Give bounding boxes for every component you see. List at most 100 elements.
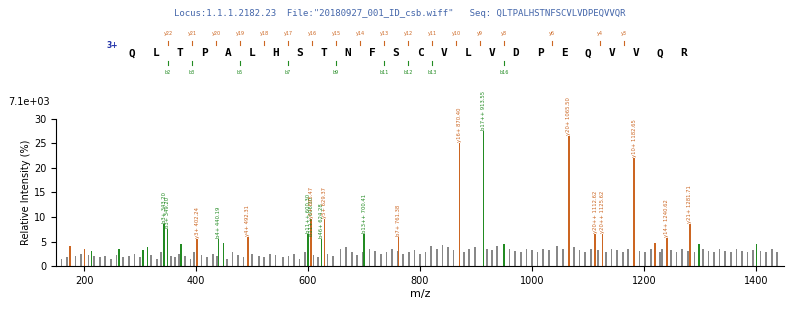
Bar <box>610 249 612 266</box>
Bar <box>218 239 219 266</box>
Text: C: C <box>417 48 423 58</box>
Bar <box>458 143 460 266</box>
Bar <box>486 249 488 266</box>
Bar <box>771 249 773 266</box>
Bar <box>463 252 465 266</box>
Bar <box>627 249 629 266</box>
Bar <box>453 250 454 266</box>
Bar <box>386 252 387 266</box>
Text: A: A <box>225 48 231 58</box>
Bar <box>702 249 704 266</box>
Bar <box>128 256 130 266</box>
Bar <box>718 249 721 266</box>
Text: y3: y3 <box>621 31 627 36</box>
Text: y5+ 629.37: y5+ 629.37 <box>322 187 327 218</box>
Text: L: L <box>249 48 255 58</box>
Text: R: R <box>681 48 687 58</box>
Bar <box>104 256 106 266</box>
Bar <box>689 224 690 266</box>
Bar <box>170 256 172 266</box>
Bar <box>150 255 152 266</box>
Bar <box>310 219 312 266</box>
Bar <box>146 247 148 266</box>
Bar <box>190 259 191 266</box>
Bar <box>293 254 295 266</box>
Text: Q: Q <box>129 48 135 58</box>
Bar <box>242 257 245 266</box>
Text: 7.1e+03: 7.1e+03 <box>9 97 50 107</box>
X-axis label: m/z: m/z <box>410 289 430 299</box>
Bar <box>222 243 224 266</box>
Bar <box>707 251 710 266</box>
Bar <box>99 257 101 266</box>
Bar <box>346 247 347 266</box>
Bar <box>74 256 77 266</box>
Bar <box>531 250 533 266</box>
Text: b11: b11 <box>379 70 389 75</box>
Text: F: F <box>369 48 375 58</box>
Bar <box>654 243 656 266</box>
Bar <box>760 251 762 266</box>
Bar <box>139 257 141 266</box>
Text: b13++ 700.41: b13++ 700.41 <box>362 194 366 233</box>
Bar <box>644 252 646 266</box>
Text: b11++ 606.30: b11++ 606.30 <box>309 197 314 236</box>
Text: b46+ 624.28: b46+ 624.28 <box>319 203 324 238</box>
Text: b3: b3 <box>189 70 195 75</box>
Bar <box>217 256 218 266</box>
Text: y20++ 1125.62: y20++ 1125.62 <box>600 191 605 233</box>
Bar <box>741 251 743 266</box>
Bar <box>298 259 301 266</box>
Bar <box>682 249 683 266</box>
Bar <box>363 234 365 266</box>
Text: L: L <box>153 48 159 58</box>
Text: 3+: 3+ <box>106 41 118 50</box>
Bar <box>590 249 592 266</box>
Bar <box>578 250 581 266</box>
Bar <box>694 252 695 266</box>
Text: y1+ 605.47: y1+ 605.47 <box>309 187 314 218</box>
Text: T: T <box>321 48 327 58</box>
Text: y19: y19 <box>235 31 245 36</box>
Text: y12: y12 <box>403 31 413 36</box>
Bar <box>573 247 575 266</box>
Text: D: D <box>513 48 519 58</box>
Text: b3+ 343.20: b3+ 343.20 <box>162 192 166 223</box>
Bar <box>307 234 309 266</box>
Bar <box>304 252 306 266</box>
Bar <box>430 246 432 266</box>
Bar <box>269 254 270 266</box>
Bar <box>251 254 253 266</box>
Bar <box>650 249 651 266</box>
Bar <box>474 247 476 266</box>
Bar <box>201 255 202 266</box>
Text: y14+ 1240.62: y14+ 1240.62 <box>664 199 670 237</box>
Bar <box>514 251 516 266</box>
Bar <box>568 136 570 266</box>
Text: b13: b13 <box>427 70 437 75</box>
Text: b16: b16 <box>499 70 509 75</box>
Text: y14: y14 <box>355 31 365 36</box>
Text: y6: y6 <box>549 31 555 36</box>
Bar <box>436 249 438 266</box>
Text: y8: y8 <box>501 31 507 36</box>
Bar <box>730 252 732 266</box>
Text: y11: y11 <box>427 31 437 36</box>
Bar <box>274 255 276 266</box>
Bar <box>402 254 404 266</box>
Bar <box>408 252 410 266</box>
Text: y10: y10 <box>451 31 461 36</box>
Text: H: H <box>273 48 279 58</box>
Text: y3+ 402.24: y3+ 402.24 <box>194 207 200 238</box>
Bar <box>94 256 95 266</box>
Bar <box>226 259 228 266</box>
Bar <box>777 252 778 266</box>
Bar <box>287 256 290 266</box>
Bar <box>324 219 326 266</box>
Text: L: L <box>465 48 471 58</box>
Bar <box>698 244 699 266</box>
Text: S: S <box>297 48 303 58</box>
Bar <box>313 255 314 266</box>
Text: V: V <box>441 48 447 58</box>
Bar <box>659 252 661 266</box>
